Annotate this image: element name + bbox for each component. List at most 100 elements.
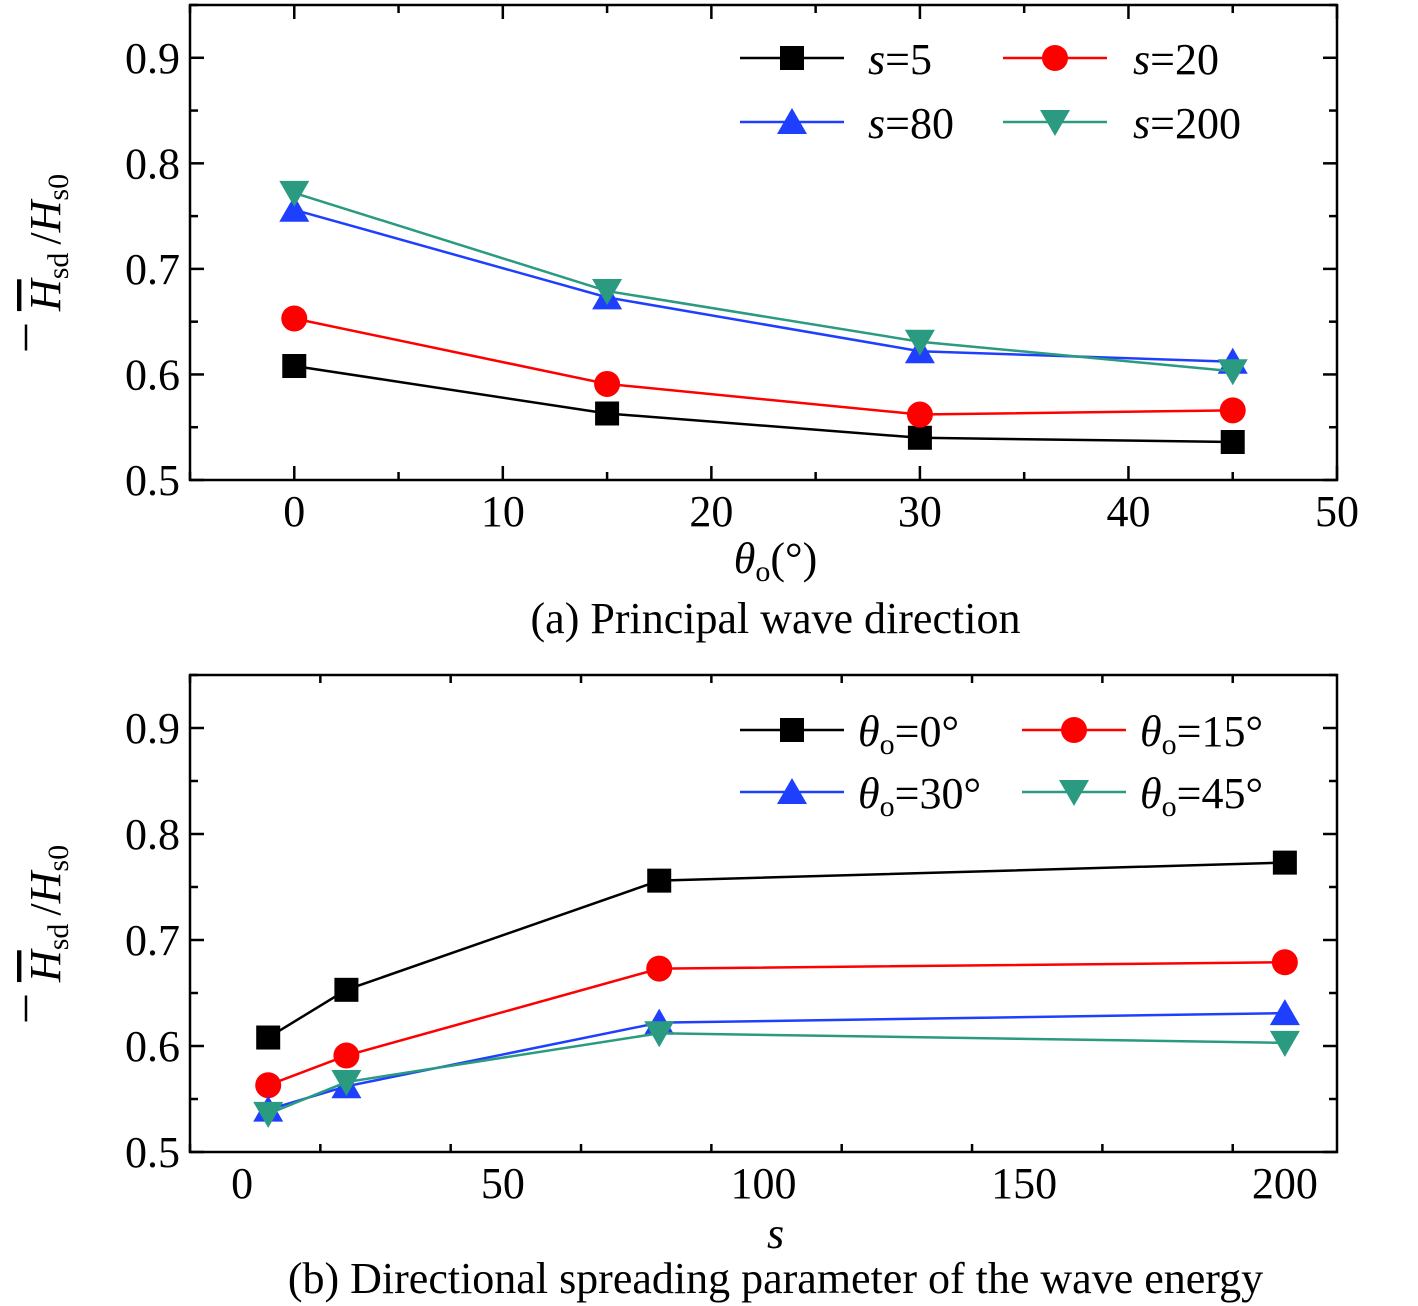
data-point xyxy=(253,1101,284,1128)
data-point xyxy=(646,955,673,982)
series-line xyxy=(267,1032,1285,1115)
legend-marker xyxy=(1059,780,1089,806)
legend-label: θo=30° xyxy=(858,769,981,823)
series-1 xyxy=(281,305,1246,428)
data-point xyxy=(255,1072,282,1099)
legend-marker xyxy=(777,108,807,134)
data-point xyxy=(282,354,307,378)
x-tick-label: 20 xyxy=(689,487,733,536)
series-1 xyxy=(255,949,1298,1099)
legend-item: θo=45° xyxy=(1022,769,1263,823)
data-point xyxy=(904,329,935,356)
x-tick-label: 50 xyxy=(481,1159,525,1208)
series-line xyxy=(267,961,1285,1087)
legend-label: θo=0° xyxy=(858,707,959,761)
legend-label: s=20 xyxy=(1133,35,1219,84)
legend-item: θo=30° xyxy=(740,769,981,823)
y-tick-label: 0.6 xyxy=(125,350,180,399)
chart-panel-a: 0 10 20 30 40 50 0.5 0.6 0.7 0.8 0.9 Hsd/Hs0 θo(°) (a… xyxy=(21,3,1359,643)
legend-marker xyxy=(780,718,804,742)
x-tick-label: 150 xyxy=(991,1159,1057,1208)
series-line xyxy=(293,191,1233,373)
panel-caption: (a) Principal wave direction xyxy=(531,594,1021,643)
legend-item: s=20 xyxy=(1003,35,1219,84)
data-point xyxy=(644,1021,675,1048)
legend: s=5 s=20 s=80 s=200 xyxy=(740,35,1241,148)
data-point xyxy=(595,401,620,426)
y-tick-label: 0.7 xyxy=(125,916,180,965)
y-tick-label: 0.5 xyxy=(125,1128,180,1177)
legend-item: s=80 xyxy=(740,99,954,148)
x-tick-label: 10 xyxy=(481,487,525,536)
data-point xyxy=(594,370,621,397)
x-tick-label: 200 xyxy=(1252,1159,1318,1208)
data-point xyxy=(647,868,672,893)
data-point xyxy=(256,1025,281,1050)
data-point xyxy=(331,1070,362,1097)
x-tick-label: 0 xyxy=(283,487,305,536)
legend-marker xyxy=(777,778,807,804)
legend-marker xyxy=(1042,45,1068,71)
data-point xyxy=(1220,430,1245,454)
y-tick-label: 0.9 xyxy=(125,704,180,753)
series-0 xyxy=(256,850,1297,1050)
x-tick-label: 0 xyxy=(231,1159,253,1208)
y-tick-label: 0.8 xyxy=(125,139,180,188)
legend-item: θo=0° xyxy=(740,707,959,761)
series-line xyxy=(267,861,1285,1039)
legend-item: s=200 xyxy=(1003,99,1241,148)
x-tick-label: 50 xyxy=(1315,487,1359,536)
series-line xyxy=(294,317,1233,416)
y-tick-label: 0.9 xyxy=(125,34,180,83)
legend-item: s=5 xyxy=(740,35,932,84)
series-2 xyxy=(279,195,1248,374)
legend-label: θo=45° xyxy=(1140,769,1263,823)
legend-marker xyxy=(1061,717,1087,743)
legend-label: s=5 xyxy=(868,35,932,84)
data-point xyxy=(279,180,310,207)
data-point xyxy=(906,401,933,428)
plot-frame xyxy=(188,3,1339,482)
plot-frame xyxy=(188,673,1339,1154)
data-point xyxy=(1269,999,1300,1026)
data-point xyxy=(592,279,623,306)
series-line xyxy=(267,1011,1285,1111)
x-tick-label: 100 xyxy=(731,1159,797,1208)
y-axis-label: Hsd/Hs0 xyxy=(21,174,75,312)
data-point xyxy=(1269,1030,1300,1057)
legend-label: s=200 xyxy=(1133,99,1241,148)
x-tick-label: 40 xyxy=(1106,487,1150,536)
data-point xyxy=(334,977,359,1002)
x-axis: 0 10 20 30 40 50 xyxy=(188,5,1359,536)
series-3 xyxy=(279,180,1248,386)
y-tick-label: 0.6 xyxy=(125,1022,180,1071)
y-tick-label: 0.5 xyxy=(125,456,180,505)
legend-marker xyxy=(780,46,804,70)
series-line xyxy=(293,208,1233,364)
data-point xyxy=(333,1042,360,1069)
data-point xyxy=(281,305,308,332)
legend-label: θo=15° xyxy=(1140,707,1263,761)
series-2 xyxy=(253,999,1300,1122)
y-tick-label: 0.8 xyxy=(125,810,180,859)
data-point xyxy=(1271,949,1298,976)
y-axis-label: Hsd/Hs0 xyxy=(21,845,75,983)
series-3 xyxy=(253,1021,1300,1128)
x-axis-label: θo(°) xyxy=(734,534,818,588)
y-axis: 0.5 0.6 0.7 0.8 0.9 xyxy=(125,3,1337,505)
x-tick-label: 30 xyxy=(898,487,942,536)
data-point xyxy=(1217,359,1248,386)
legend-marker xyxy=(1040,110,1070,136)
legend-label: s=80 xyxy=(868,99,954,148)
series-line xyxy=(294,364,1233,444)
series-0 xyxy=(282,354,1245,454)
legend-item: θo=15° xyxy=(1022,707,1263,761)
y-axis: 0.5 0.6 0.7 0.8 0.9 xyxy=(125,673,1337,1177)
x-axis: 0 50 100 150 200 xyxy=(188,675,1318,1208)
data-point xyxy=(907,425,932,450)
chart-panel-b: 0 50 100 150 200 0.5 0.6 0.7 0.8 0.9 Hsd/Hs0 s(b) D… xyxy=(21,673,1339,1303)
x-axis-label: s xyxy=(767,1209,784,1258)
y-tick-label: 0.7 xyxy=(125,245,180,294)
panel-caption: (b) Directional spreading parameter of t… xyxy=(288,1254,1263,1303)
